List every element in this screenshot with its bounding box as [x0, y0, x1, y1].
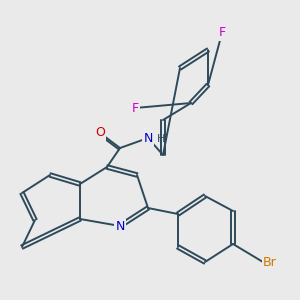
Text: F: F	[131, 101, 139, 115]
Text: N: N	[115, 220, 125, 232]
Text: N: N	[143, 131, 153, 145]
Text: O: O	[95, 127, 105, 140]
Text: F: F	[218, 26, 226, 40]
Text: H: H	[156, 134, 165, 145]
Text: Br: Br	[263, 256, 277, 268]
